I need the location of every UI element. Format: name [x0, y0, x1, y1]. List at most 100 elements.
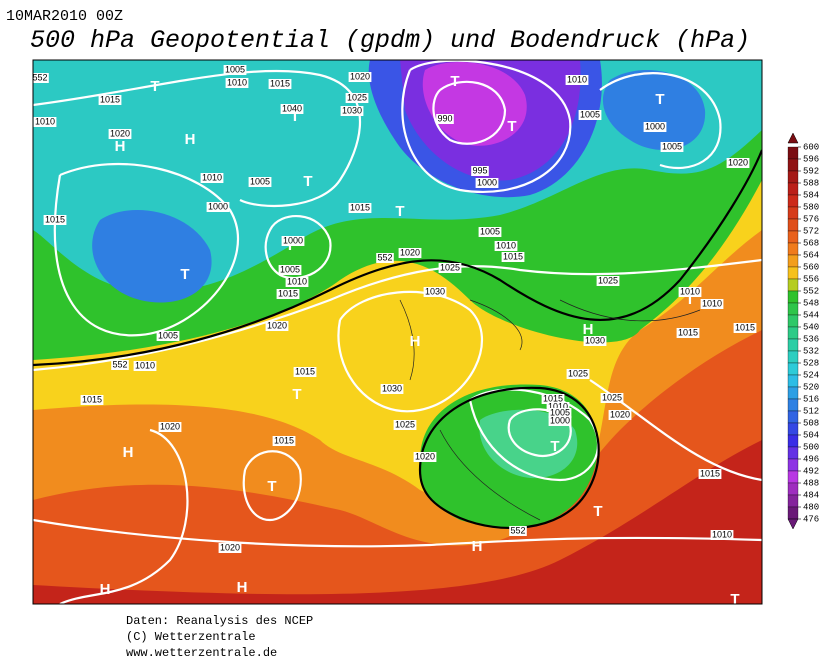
pressure-center: T [303, 173, 312, 190]
isobar-label-bg [643, 122, 667, 132]
isobar-label-bg [268, 79, 292, 89]
colorbar-tick-label: 584 [803, 190, 819, 200]
isobar-label-text: 1020 [350, 71, 370, 81]
isobar-label: 1020 [608, 409, 632, 420]
colorbar-tick-label: 588 [803, 178, 819, 188]
isobar-label-bg [478, 227, 502, 237]
isobar-label-text: 1020 [110, 128, 130, 138]
colorbar-segment [787, 170, 799, 184]
colorbar-segment [787, 194, 799, 208]
map-labels: TTTTTHHTTTTHHTTHTTTHHHT10051010101510201… [31, 64, 757, 608]
isobar-label-text: 1015 [274, 435, 294, 445]
isobar-label-bg [33, 117, 57, 127]
isobar-label-text: 1020 [160, 421, 180, 431]
isobar-label-bg [206, 202, 230, 212]
isobar-label-bg [156, 331, 180, 341]
isobar-label-bg [278, 265, 302, 275]
isobar-label: 552 [509, 525, 527, 536]
isobar-label-bg [438, 263, 462, 273]
isobar-label: 1015 [276, 288, 300, 299]
colorbar-segment [787, 278, 799, 292]
isobar-label-bg [471, 166, 489, 176]
isobar-label: 1015 [272, 435, 296, 446]
pressure-center: H [185, 131, 196, 148]
isobar-label-bg [276, 289, 300, 299]
pressure-center: H [410, 333, 421, 350]
isobar-label-bg [348, 72, 372, 82]
isobar-label-text: 1010 [548, 401, 568, 411]
isobars [33, 60, 762, 604]
isobar-label-bg [398, 248, 422, 258]
colorbar: 600 596 592 588 584 580 576 572 568 564 560 556 552 5… [787, 132, 819, 530]
isobar-label-text: 1010 [702, 298, 722, 308]
isobar-label: 1020 [158, 421, 182, 432]
isobar-label-bg [43, 215, 67, 225]
isobar-label-bg [158, 422, 182, 432]
isobar-label: 1015 [98, 94, 122, 105]
colorbar-segment [787, 482, 799, 496]
isobar-label-bg [380, 384, 404, 394]
isobar-label: 1010 [285, 276, 309, 287]
pressure-center: T [267, 478, 276, 495]
date-label: 10MAR2010 00Z [6, 8, 123, 25]
colorbar-segment [787, 326, 799, 340]
isobar-label: 1030 [583, 335, 607, 346]
isobar-label: 1030 [380, 383, 404, 394]
isobar-label-text: 1025 [602, 392, 622, 402]
isobar-label-bg [608, 410, 632, 420]
isobar-label: 552 [111, 359, 129, 370]
isobar-label-bg [348, 203, 372, 213]
colorbar-tick-label: 492 [803, 466, 819, 476]
colorbar-tick-label: 572 [803, 226, 819, 236]
colorbar-segment [787, 422, 799, 436]
isobar-label-bg [436, 114, 454, 124]
isobar-label-bg [281, 236, 305, 246]
isobar-label-bg [501, 252, 525, 262]
isobar-label: 1015 [733, 322, 757, 333]
colorbar-segment [787, 410, 799, 424]
pressure-center: H [583, 321, 594, 338]
isobar-label-text: 1015 [45, 214, 65, 224]
isobar-label: 1020 [218, 542, 242, 553]
isobar-label: 1015 [348, 202, 372, 213]
isobar-label-text: 1015 [270, 78, 290, 88]
isobar-label-text: 1000 [283, 235, 303, 245]
colorbar-segment [787, 182, 799, 196]
isobar-label-bg [566, 369, 590, 379]
isobar-label-text: 1020 [728, 157, 748, 167]
pressure-center: T [507, 118, 516, 135]
isobar-label-bg [596, 276, 620, 286]
isobar-label: 1030 [340, 105, 364, 116]
isobar-label-text: 1015 [82, 394, 102, 404]
colorbar-segment [787, 314, 799, 328]
isobar-label: 1000 [643, 121, 667, 132]
isobar-label: 1015 [676, 327, 700, 338]
isobar-label-text: 1010 [135, 360, 155, 370]
isobar-label-bg [340, 106, 364, 116]
isobar-label: 1025 [596, 275, 620, 286]
isobar-label: 1025 [345, 92, 369, 103]
pressure-center: T [655, 91, 664, 108]
isobar-label: 1015 [268, 78, 292, 89]
coastlines [399, 299, 701, 521]
isobar-label-bg [423, 287, 447, 297]
colorbar-segment [787, 362, 799, 376]
isobar-label-bg [583, 336, 607, 346]
isobar-label-text: 1005 [480, 226, 500, 236]
isobar-label: 1010 [710, 529, 734, 540]
colorbar-tick-label: 568 [803, 238, 819, 248]
isobar-label: 1010 [546, 401, 570, 412]
isobar-label-bg [726, 158, 750, 168]
pressure-center: T [290, 108, 299, 125]
colorbar-segment [787, 434, 799, 448]
isobar-label: 552 [31, 72, 49, 83]
isobar-label: 1005 [223, 64, 247, 75]
isobar-label-text: 990 [437, 113, 452, 123]
colorbar-tick-label: 528 [803, 358, 819, 368]
isobar-label-bg [345, 93, 369, 103]
isobar-label: 1005 [278, 264, 302, 275]
isobar-label: 1025 [438, 262, 462, 273]
pressure-center: H [123, 444, 134, 461]
colorbar-tick-label: 496 [803, 454, 819, 464]
